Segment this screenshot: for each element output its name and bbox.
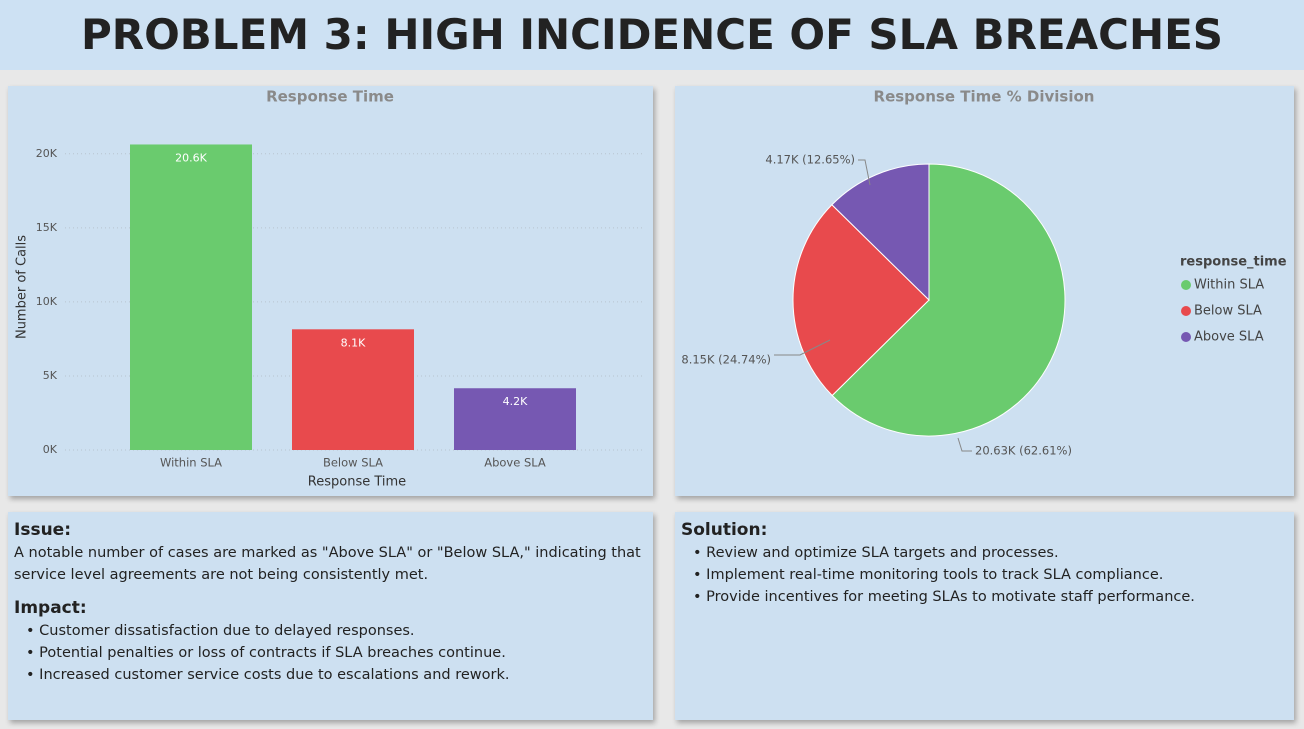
solution-panel: Solution: Review and optimize SLA target… — [675, 512, 1294, 720]
bullet-item: Implement real-time monitoring tools to … — [693, 564, 1288, 586]
solution-title: Solution: — [681, 520, 768, 540]
header: PROBLEM 3: HIGH INCIDENCE OF SLA BREACHE… — [0, 0, 1304, 70]
bullet-item: Provide incentives for meeting SLAs to m… — [693, 586, 1288, 608]
issue-text: A notable number of cases are marked as … — [14, 545, 641, 583]
issue-panel: Issue: A notable number of cases are mar… — [8, 512, 653, 720]
issue-title: Issue: — [14, 520, 71, 540]
pie-panel — [675, 86, 1294, 496]
bullet-item: Customer dissatisfaction due to delayed … — [26, 620, 647, 642]
impact-title: Impact: — [14, 598, 87, 618]
bullet-item: Potential penalties or loss of contracts… — [26, 642, 647, 664]
impact-list: Customer dissatisfaction due to delayed … — [26, 620, 647, 686]
page-title: PROBLEM 3: HIGH INCIDENCE OF SLA BREACHE… — [80, 10, 1224, 59]
bar-panel — [8, 86, 653, 496]
bullet-item: Increased customer service costs due to … — [26, 664, 647, 686]
bullet-item: Review and optimize SLA targets and proc… — [693, 542, 1288, 564]
solution-list: Review and optimize SLA targets and proc… — [693, 542, 1288, 608]
